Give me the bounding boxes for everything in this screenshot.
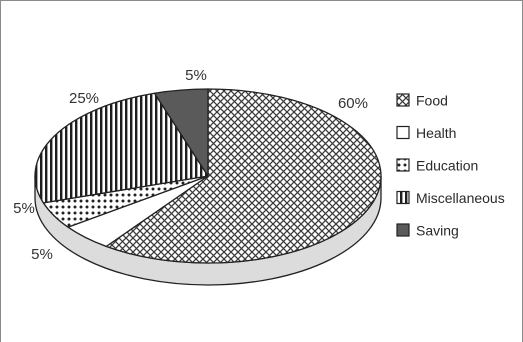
pie-slice-miscellaneous bbox=[34, 92, 209, 204]
slice-label-education: 5% bbox=[13, 200, 35, 217]
slice-label-saving: 5% bbox=[185, 67, 207, 84]
legend-swatch-food bbox=[396, 93, 410, 107]
legend-swatch-health bbox=[396, 125, 410, 140]
legend-swatch-education bbox=[396, 158, 410, 172]
pie-slice-labels: 60% 5% 5% 25% 5% bbox=[13, 67, 368, 263]
legend-swatch-saving bbox=[396, 223, 410, 237]
legend-label-education: Education bbox=[416, 158, 478, 174]
pie-slice-food bbox=[105, 88, 382, 264]
slice-label-health: 5% bbox=[31, 246, 53, 263]
pie-slice-saving bbox=[153, 88, 209, 177]
legend-label-miscellaneous: Miscellaneous bbox=[416, 190, 505, 206]
legend: Food Health Education Miscellaneous Saving bbox=[396, 93, 505, 239]
slice-label-miscellaneous: 25% bbox=[69, 90, 99, 107]
legend-label-health: Health bbox=[416, 125, 456, 141]
pie-top-face bbox=[34, 88, 382, 264]
legend-label-food: Food bbox=[416, 93, 448, 109]
slice-label-food: 60% bbox=[338, 95, 368, 112]
legend-swatch-miscellaneous bbox=[396, 190, 410, 205]
legend-label-saving: Saving bbox=[416, 223, 459, 239]
